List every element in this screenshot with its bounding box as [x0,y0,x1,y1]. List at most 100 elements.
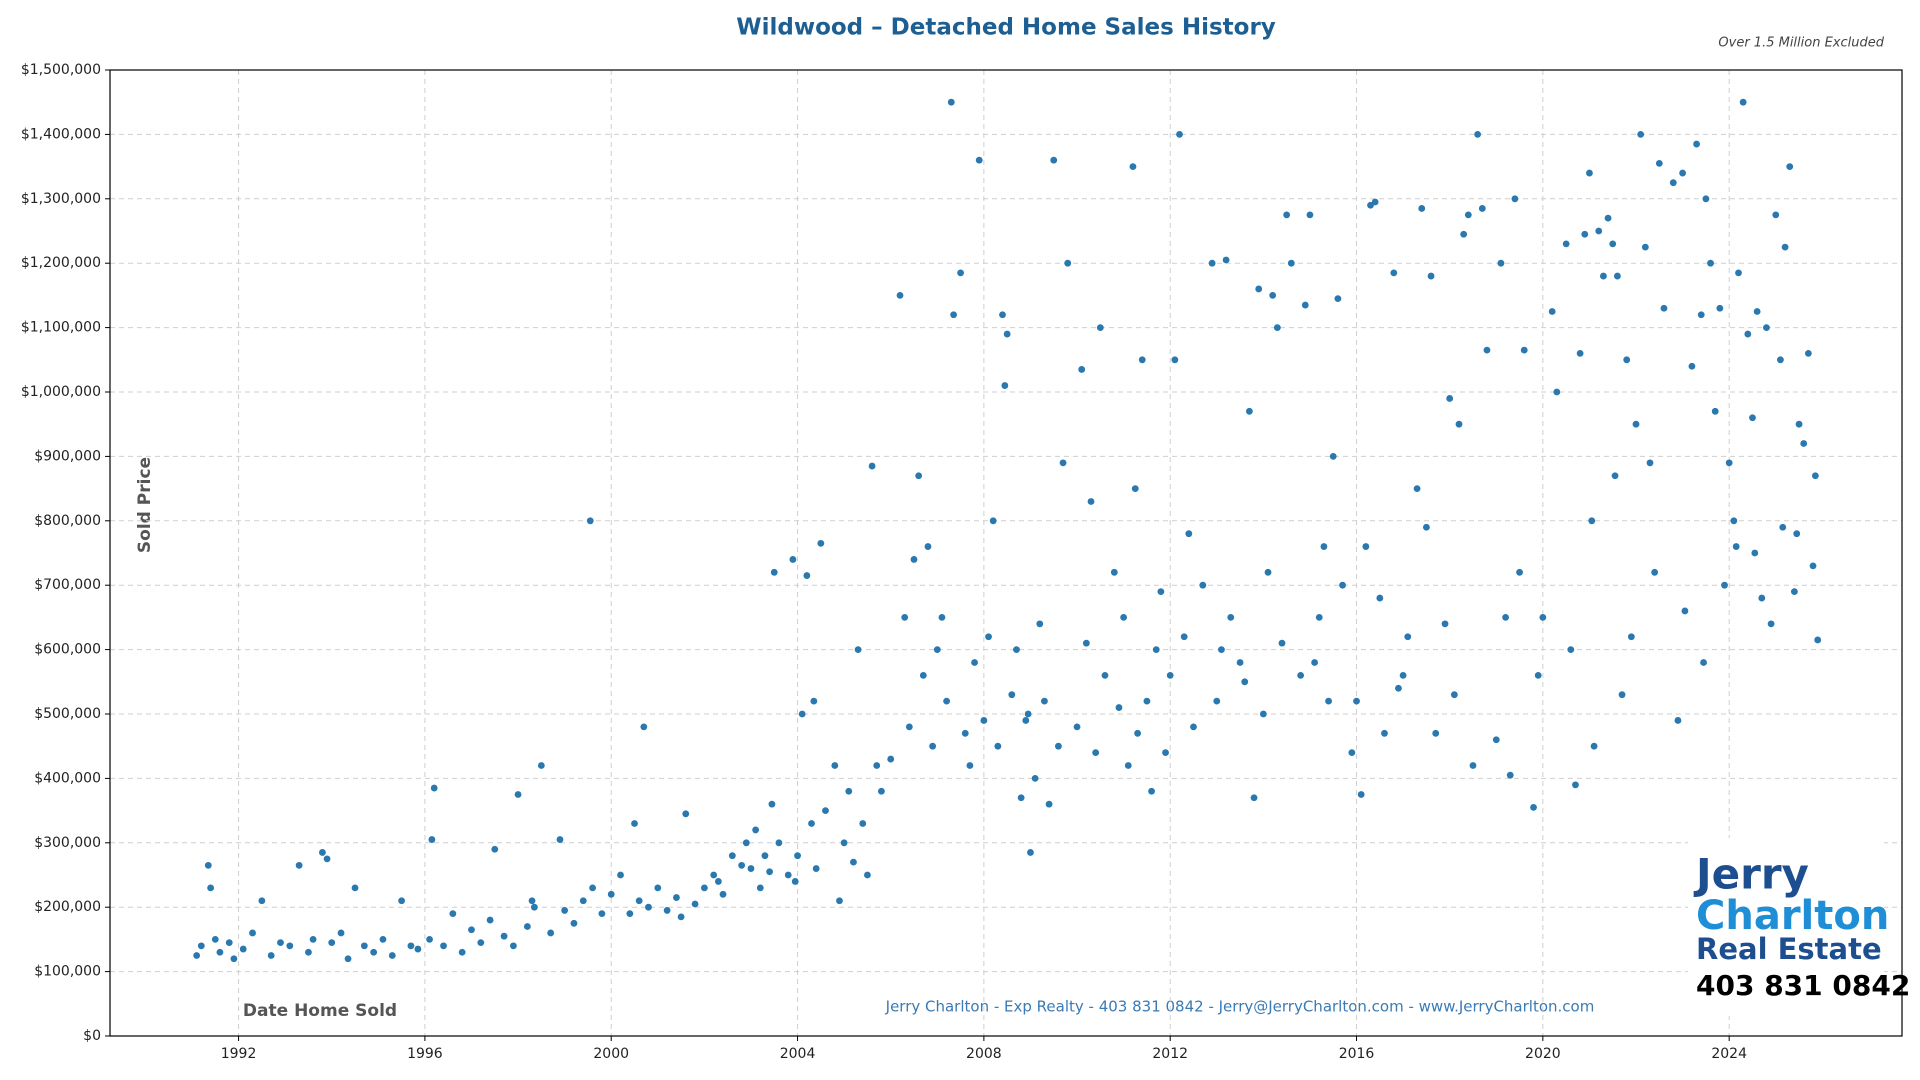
data-point [1166,671,1174,679]
data-point [1376,594,1384,602]
data-point [1120,614,1128,621]
data-point [1539,614,1547,621]
data-point [1245,407,1253,415]
data-point [663,907,671,914]
data-point [1492,736,1500,744]
data-point [766,868,773,876]
data-point [1572,781,1579,789]
y-tick-label: $1,200,000 [21,255,101,271]
data-point [1134,729,1141,737]
data-point [1427,272,1435,280]
data-point [1297,671,1305,679]
data-point [207,884,215,892]
x-tick-label: 2008 [966,1046,1002,1062]
data-point [1115,704,1123,711]
y-tick-label: $500,000 [34,706,101,722]
data-point [1478,205,1486,212]
data-point [677,913,685,921]
data-point [1222,256,1230,264]
data-point [1581,230,1589,238]
data-point [747,865,755,872]
data-point [1395,684,1402,692]
data-point [514,791,522,798]
data-point [1003,330,1011,338]
data-point [1185,530,1193,538]
data-point [1152,646,1160,653]
data-point [845,787,853,795]
data-point [426,936,433,943]
data-point [486,916,494,924]
data-point [768,800,776,808]
data-point [791,878,799,885]
data-point [742,839,750,847]
data-point [808,820,815,827]
data-point [719,890,727,898]
data-point [887,755,895,763]
data-point [1208,259,1216,267]
data-point [295,861,303,869]
data-point [831,762,839,769]
data-point [1681,607,1689,615]
data-point [1001,382,1009,389]
data-point [1236,659,1244,666]
data-point [1627,633,1635,641]
data-point [1050,156,1058,164]
logo-phone: 403 831 0842 [1696,969,1910,1002]
data-point [458,948,466,956]
data-point [994,742,1002,750]
data-point [1255,285,1263,293]
data-point [1516,568,1523,576]
data-point [1059,459,1067,467]
x-tick-label: 2012 [1152,1046,1188,1062]
chart-subtitle: Over 1.5 Million Excluded [1718,36,1884,51]
data-point [1073,723,1081,731]
data-point [1110,568,1118,576]
data-point [1702,195,1710,203]
data-point [1739,98,1747,106]
data-point [1096,324,1104,331]
data-point [1693,140,1700,148]
logo-line: Charlton [1696,893,1889,939]
data-point [1250,794,1258,802]
data-point [1390,269,1398,277]
data-point [910,556,918,563]
data-point [817,539,825,547]
data-point [1013,646,1020,653]
data-point [607,890,615,898]
data-point [414,945,422,953]
data-point [905,723,913,731]
data-point [1329,453,1337,460]
data-point [1129,163,1137,171]
data-point [1045,800,1053,808]
x-tick-label: 2000 [593,1046,629,1062]
x-tick-label: 2024 [1711,1046,1747,1062]
data-point [1092,749,1100,757]
y-tick-label: $1,400,000 [21,126,101,142]
y-tick-label: $1,500,000 [21,62,101,78]
data-point [999,311,1006,319]
data-point [1804,349,1812,357]
data-point [929,742,937,750]
data-point [1124,762,1132,769]
data-point [794,852,801,860]
data-point [1793,530,1801,538]
data-point [1716,304,1724,312]
data-point [1455,420,1463,428]
data-point [1730,517,1738,525]
data-point [1618,691,1626,699]
data-point [859,820,867,827]
data-point [1511,195,1519,203]
data-point [645,903,652,911]
data-point [1180,633,1188,641]
data-point [1777,356,1784,364]
data-point [1609,240,1617,248]
x-tick-label: 1996 [407,1046,443,1062]
data-point [966,762,974,769]
x-tick-label: 1992 [221,1046,257,1062]
data-point [1469,762,1477,769]
data-point [309,936,317,943]
data-point [216,948,224,956]
data-point [449,910,457,918]
data-point [537,762,545,769]
